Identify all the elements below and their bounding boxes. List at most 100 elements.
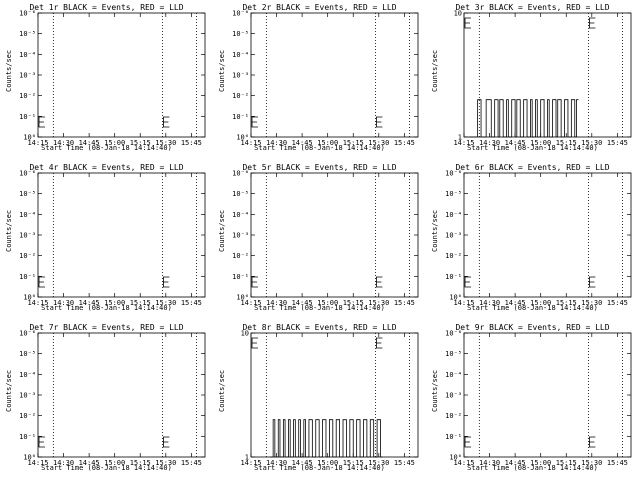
e-marker (464, 276, 471, 288)
y-tick-label: 10⁻⁵ (445, 190, 462, 198)
x-tick-label: 15:30 (368, 139, 389, 147)
x-tick-label: 14:45 (79, 299, 100, 307)
x-tick-label: 14:45 (292, 299, 313, 307)
x-axis-label: Start Time (08-Jan-18 14:14:40) (254, 304, 385, 312)
y-tick-label: 10⁻¹ (19, 433, 36, 441)
plot-frame (250, 12, 419, 138)
x-tick-label: 15:45 (607, 299, 628, 307)
x-tick-label: 15:30 (368, 459, 389, 467)
detector-panel-6: Det 6r BLACK = Events, RED = LLD Start Ti… (426, 160, 639, 320)
y-tick-label: 10⁰ (236, 134, 249, 142)
x-tick-label: 15:30 (581, 299, 602, 307)
x-tick-label: 15:15 (343, 139, 364, 147)
e-marker (375, 116, 383, 128)
y-tick-label: 10⁰ (236, 294, 249, 302)
panel-title: Det 5r BLACK = Events, RED = LLD (242, 163, 397, 172)
x-tick-label: 15:45 (181, 139, 202, 147)
y-tick-label: 10⁻³ (445, 232, 462, 240)
detector-panel-1: Det 1r BLACK = Events, RED = LLD Start Ti… (0, 0, 213, 160)
x-tick-label: 15:15 (556, 139, 577, 147)
e-marker (588, 17, 596, 29)
y-tick-label: 10⁻⁴ (445, 211, 462, 219)
x-tick-label: 15:45 (394, 139, 415, 147)
e-marker (38, 116, 45, 128)
x-axis-label: Start Time (08-Jan-18 14:14:40) (41, 464, 172, 472)
y-tick-label: 10⁻² (19, 252, 36, 260)
plot-frame (37, 172, 206, 298)
x-tick-label: 15:45 (607, 139, 628, 147)
y-tick-label: 10⁰ (23, 454, 36, 462)
x-tick-label: 15:15 (556, 299, 577, 307)
detector-panel-8: Det 8r BLACK = Events, RED = LLD Start Ti… (213, 320, 426, 480)
e-marker (162, 276, 170, 288)
x-tick-label: 15:00 (530, 459, 551, 467)
plot-svg: 14:15 14:30 14:45 15:00 15:15 15:30 15:45 10⁰ 10… (232, 170, 419, 307)
y-tick-label: 10⁻³ (19, 72, 36, 80)
plot-frame (250, 332, 419, 458)
x-tick-label: 14:15 (240, 139, 261, 147)
panel-title: Det 1r BLACK = Events, RED = LLD (29, 3, 184, 12)
e-marker (251, 116, 258, 128)
y-tick-label: 10⁻⁵ (445, 350, 462, 358)
y-tick-label: 10⁰ (449, 454, 462, 462)
y-tick-label: 10⁻⁵ (232, 190, 249, 198)
plot-svg: 14:15 14:30 14:45 15:00 15:15 15:30 15:45 1 10 (240, 330, 419, 467)
y-tick-label: 10 (241, 330, 249, 338)
plot-frame (463, 172, 632, 298)
e-marker (375, 337, 383, 349)
x-axis-label: Start Time (08-Jan-18 14:14:40) (254, 464, 385, 472)
y-tick-label: 10⁻⁶ (19, 170, 36, 178)
detector-panel-9: Det 9r BLACK = Events, RED = LLD Start Ti… (426, 320, 639, 480)
detector-panel-3: Det 3r BLACK = Events, RED = LLD Start Ti… (426, 0, 639, 160)
x-tick-label: 15:30 (368, 299, 389, 307)
x-tick-label: 15:00 (104, 459, 125, 467)
y-tick-label: 10⁻² (445, 252, 462, 260)
y-tick-label: 10⁻¹ (232, 273, 249, 281)
x-tick-label: 14:45 (505, 459, 526, 467)
e-marker (375, 276, 383, 288)
y-tick-label: 10⁻⁶ (19, 330, 36, 338)
e-marker (251, 337, 258, 349)
x-tick-label: 14:30 (53, 139, 74, 147)
y-tick-label: 10⁻⁶ (19, 10, 36, 18)
x-tick-label: 14:45 (505, 299, 526, 307)
x-tick-label: 14:30 (53, 459, 74, 467)
x-tick-label: 14:15 (453, 299, 474, 307)
panel-title: Det 8r BLACK = Events, RED = LLD (242, 323, 397, 332)
x-tick-label: 15:30 (581, 459, 602, 467)
panel-title: Det 9r BLACK = Events, RED = LLD (455, 323, 610, 332)
x-tick-label: 14:45 (292, 459, 313, 467)
x-tick-label: 15:00 (104, 299, 125, 307)
x-tick-label: 14:15 (453, 139, 474, 147)
panel-title: Det 3r BLACK = Events, RED = LLD (455, 3, 610, 12)
x-tick-label: 15:00 (530, 139, 551, 147)
x-tick-label: 15:30 (581, 139, 602, 147)
plot-frame (463, 332, 632, 458)
y-tick-label: 10⁻¹ (445, 433, 462, 441)
x-tick-label: 15:15 (556, 459, 577, 467)
y-tick-label: 10⁻² (19, 412, 36, 420)
y-tick-label: 10⁻⁴ (19, 51, 36, 59)
x-tick-label: 14:30 (53, 299, 74, 307)
y-tick-label: 10⁻⁶ (445, 330, 462, 338)
y-tick-label: 10⁻⁴ (445, 371, 462, 379)
x-tick-label: 14:15 (240, 459, 261, 467)
y-tick-label: 10⁻⁴ (232, 211, 249, 219)
x-tick-label: 15:45 (181, 459, 202, 467)
x-tick-label: 14:45 (79, 459, 100, 467)
events-series-line (469, 99, 579, 138)
x-tick-label: 15:30 (155, 459, 176, 467)
x-tick-label: 15:00 (317, 459, 338, 467)
plot-svg: 14:15 14:30 14:45 15:00 15:15 15:30 15:45 10⁰ 10… (445, 330, 632, 467)
x-tick-label: 15:00 (104, 139, 125, 147)
y-tick-label: 10⁻⁵ (19, 350, 36, 358)
x-axis-label: Start Time (08-Jan-18 14:14:40) (254, 144, 385, 152)
y-tick-label: 10⁻³ (232, 72, 249, 80)
x-tick-label: 14:30 (266, 139, 287, 147)
panel-title: Det 2r BLACK = Events, RED = LLD (242, 3, 397, 12)
y-tick-label: 10⁻² (445, 412, 462, 420)
y-tick-label: 10⁻⁴ (19, 371, 36, 379)
events-series-line (269, 419, 383, 458)
x-axis-label: Start Time (08-Jan-18 14:14:40) (467, 464, 598, 472)
